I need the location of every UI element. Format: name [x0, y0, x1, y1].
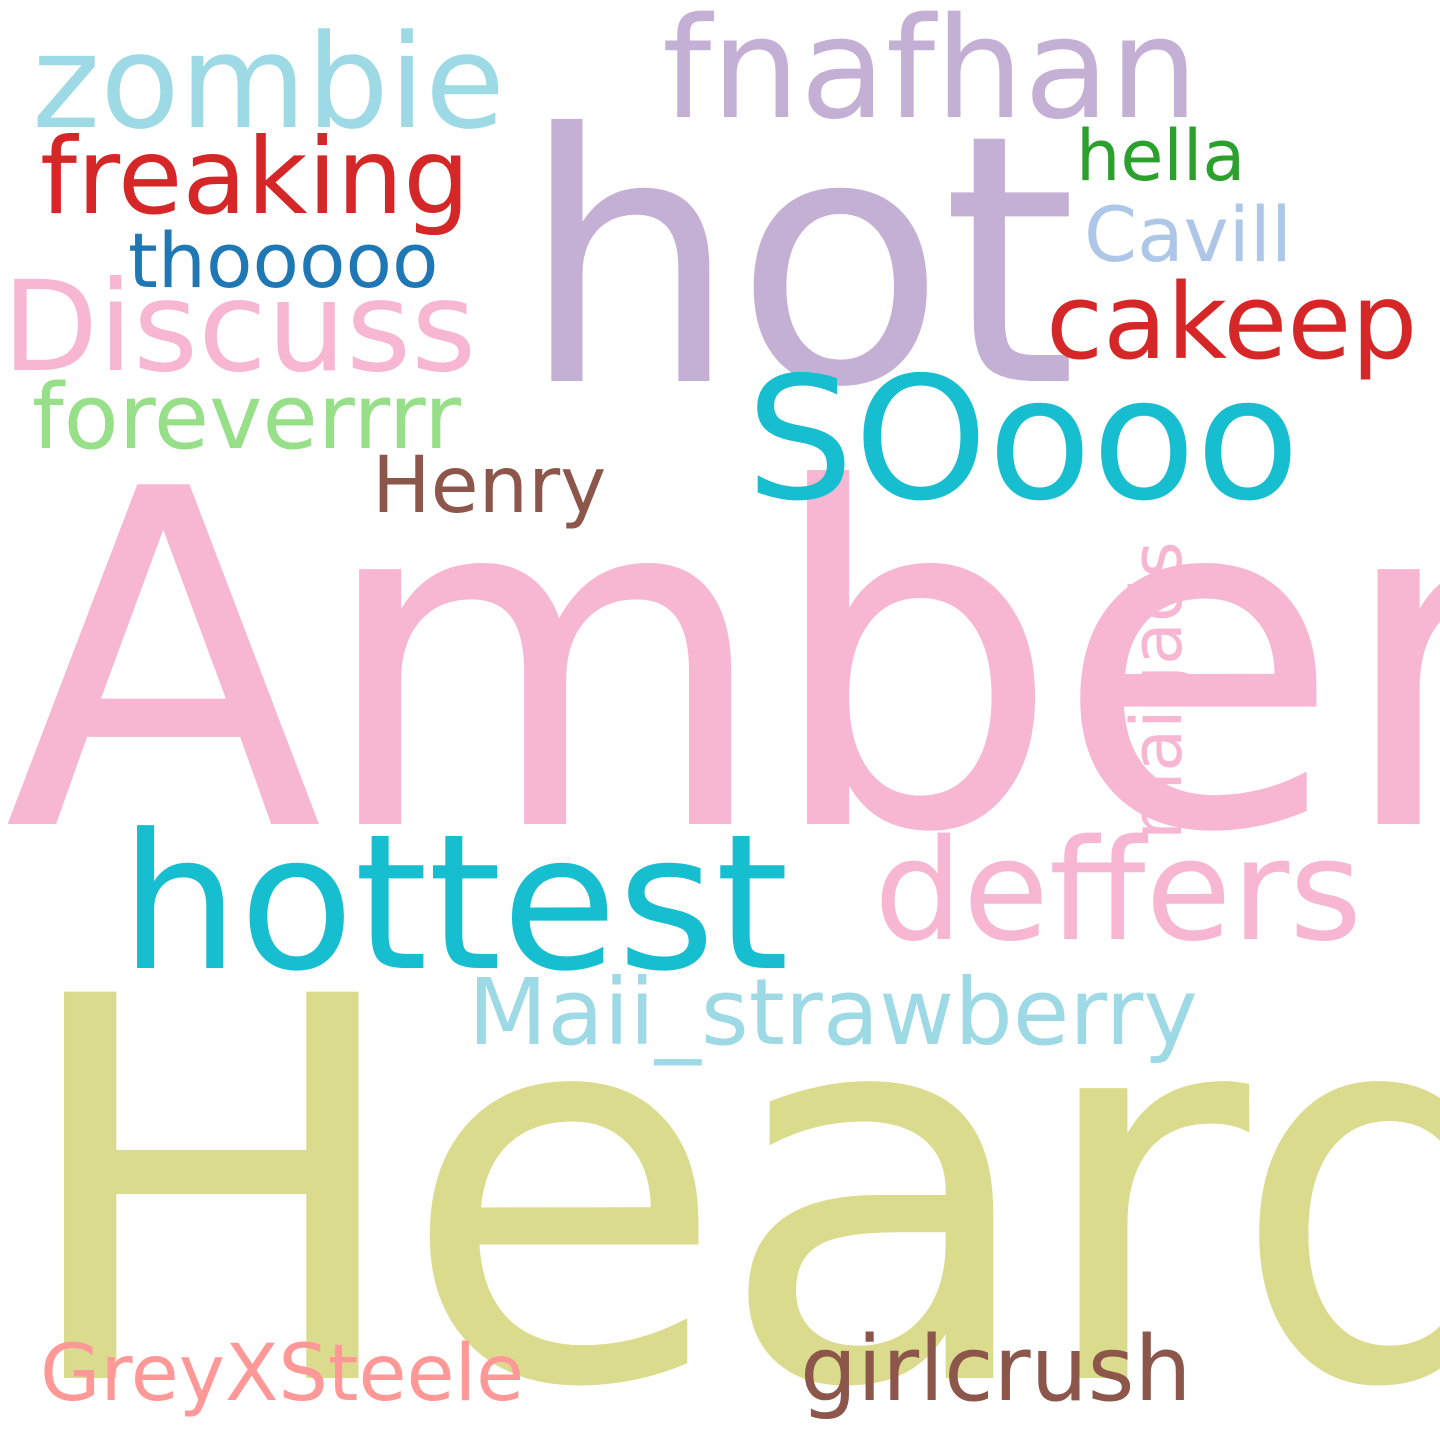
- word-maii-strawberry: Maii_strawberry: [468, 959, 1198, 1066]
- word-thooooo: thooooo: [128, 216, 439, 305]
- word-discuss: Discuss: [2, 255, 477, 400]
- word-soooo: SOooo: [746, 341, 1300, 539]
- word-amber: Amber: [4, 391, 1440, 934]
- word-freaking: freaking: [40, 116, 470, 238]
- word-hottest: hottest: [120, 794, 789, 1013]
- word-heard: Heard: [12, 886, 1440, 1440]
- word-hot: hot: [520, 62, 1077, 463]
- word-cakeep: cakeep: [1046, 261, 1418, 383]
- word-girlcrush: girlcrush: [800, 1317, 1192, 1422]
- word-fnafhan: fnafhan: [662, 0, 1199, 151]
- word-foreverrrr: foreverrrr: [32, 365, 462, 470]
- word-maigads: maigads: [1116, 541, 1198, 840]
- word-greyxsteele: GreyXSteele: [40, 1329, 525, 1419]
- word-hella: hella: [1076, 115, 1246, 197]
- word-henry: Henry: [372, 441, 607, 531]
- word-cavill: Cavill: [1084, 190, 1292, 279]
- word-zombie: zombie: [32, 6, 506, 158]
- word-deffers: deffers: [874, 810, 1363, 973]
